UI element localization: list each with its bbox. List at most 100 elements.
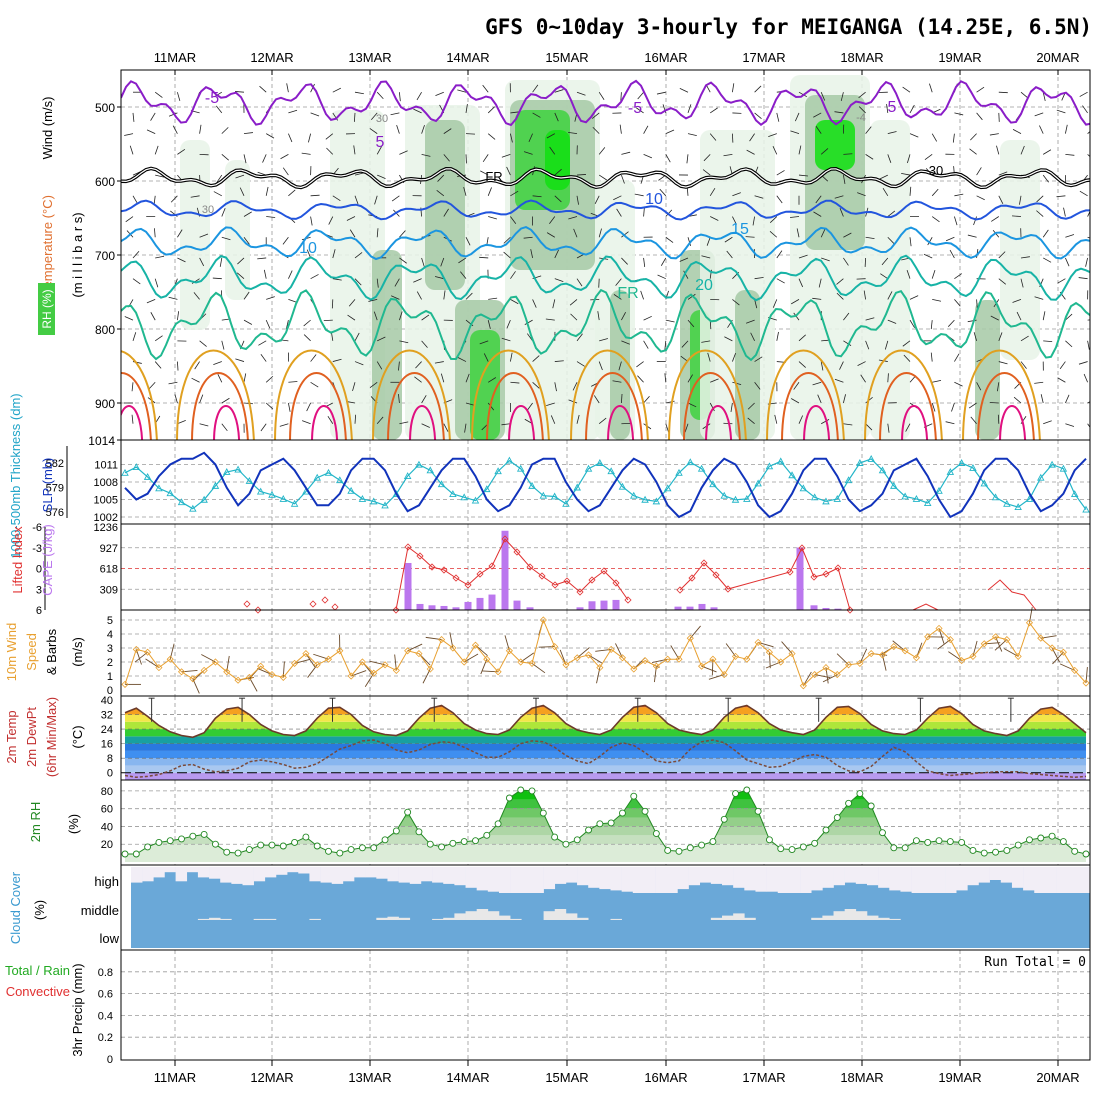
- wind-barb: [572, 382, 578, 391]
- wind-barb: [1036, 210, 1044, 217]
- precip-tick-label: 0.6: [98, 989, 113, 1001]
- li-tick-label: -3: [32, 543, 42, 555]
- wind-speed-point: [596, 664, 604, 672]
- cape-bar: [513, 600, 521, 610]
- wind-barb: [310, 354, 317, 362]
- wind-barb: [440, 373, 445, 383]
- wind-barb: [1043, 257, 1052, 263]
- wind-barb: [820, 92, 826, 101]
- cloud-high-gap: [744, 867, 756, 891]
- wind-barb: [613, 294, 622, 300]
- wind10-axis-label-b: Speed: [24, 633, 39, 671]
- panel-frame-li: [120, 523, 1091, 611]
- rh2m-point: [585, 826, 592, 834]
- wind-barb: [465, 402, 475, 406]
- wind-barb: [124, 133, 134, 136]
- temp-band: [125, 736, 1086, 744]
- wind-barb: [643, 125, 649, 134]
- wind-barb: [260, 423, 267, 432]
- cloud-high-gap: [599, 867, 611, 890]
- wind-barb: [776, 278, 785, 284]
- cloud-high-gap: [186, 867, 199, 873]
- wind-barb: [482, 84, 489, 93]
- wind-barb: [487, 320, 491, 329]
- wind-barb: [576, 91, 586, 96]
- wind-barb: [354, 91, 364, 95]
- wind-speed-point: [890, 643, 898, 651]
- wind-barb: [154, 335, 163, 342]
- thickness-point: [788, 471, 796, 479]
- rh2m-point: [935, 837, 943, 845]
- wind-barb: [931, 216, 940, 223]
- cape-bar: [464, 601, 472, 610]
- wind-barb: [967, 319, 977, 323]
- wind-barb: [1078, 361, 1088, 365]
- thickness-point: [720, 491, 728, 499]
- cloud-middle-gap: [498, 915, 511, 920]
- rh2m-point: [392, 827, 400, 835]
- wind-barb: [970, 416, 977, 424]
- rh2m-point: [754, 807, 762, 815]
- lifted-index-line: [912, 603, 939, 611]
- wind-barb-10m: [822, 674, 838, 683]
- thickness-point: [991, 493, 1000, 501]
- cloud-high-gap: [655, 867, 667, 893]
- thickness-point: [437, 480, 446, 488]
- temp-tick-label: 16: [101, 739, 113, 751]
- wind-barb: [354, 172, 364, 176]
- rh-shading-patch: [180, 140, 210, 330]
- wind-speed-point: [358, 658, 366, 666]
- wind-barb: [243, 373, 247, 383]
- rh-band: [125, 799, 1086, 809]
- wind-barb: [199, 257, 205, 267]
- contour-label: 10: [645, 191, 663, 208]
- wind-barb: [865, 340, 870, 350]
- wind-barb: [510, 271, 516, 279]
- temp-contour-5: [121, 199, 1090, 221]
- wind-barb: [726, 250, 733, 259]
- cloud-high-gap: [889, 867, 901, 891]
- wind-speed-point: [731, 652, 740, 660]
- wind-barb: [909, 104, 915, 114]
- wind-barb: [347, 314, 356, 321]
- cape-tick-label: 309: [100, 584, 118, 596]
- rh2m-point: [980, 849, 988, 857]
- wind-barb: [709, 107, 718, 114]
- cloud-high-gap: [365, 867, 377, 878]
- cloud-high-gap: [677, 867, 689, 890]
- wind-barb: [132, 195, 138, 204]
- wind-barb: [416, 291, 422, 300]
- precip-tick-label: 0.4: [98, 1010, 113, 1022]
- slp-tick-label: 1002: [94, 512, 118, 524]
- wind-speed-point: [121, 680, 129, 688]
- wind-barb: [353, 145, 356, 155]
- wind-barb: [1065, 124, 1068, 134]
- wind-barb: [887, 319, 897, 324]
- wind-barb: [768, 133, 777, 137]
- cloud-high-gap: [242, 867, 254, 886]
- temp-contour-minus5: [121, 79, 1090, 127]
- cloud-unit-label: (%): [32, 900, 47, 920]
- wind-barb: [288, 299, 298, 303]
- wind-barb: [503, 236, 511, 244]
- wind-barb: [909, 186, 912, 196]
- wind-barb: [724, 236, 733, 243]
- wind-speed-point: [958, 657, 966, 665]
- warm-contour: [311, 405, 339, 440]
- rh-tick-label: 60: [101, 804, 113, 816]
- wind-speed-point: [777, 658, 785, 666]
- thickness-point: [222, 468, 231, 475]
- wind-speed-point: [630, 665, 638, 673]
- lifted-index-point: [404, 543, 412, 551]
- cloud-high-gap: [175, 867, 188, 882]
- wind-speed-point: [404, 647, 412, 655]
- wind-barb: [155, 174, 165, 178]
- wind-barb: [636, 361, 644, 368]
- cloud-high-gap: [911, 867, 924, 893]
- cloud-middle-gap: [610, 918, 622, 920]
- wind-barb: [954, 193, 964, 197]
- cloud-middle-gap: [866, 915, 879, 920]
- wind-barb: [887, 236, 895, 244]
- wind-barb: [665, 400, 675, 404]
- cloud-middle-gap: [398, 917, 411, 920]
